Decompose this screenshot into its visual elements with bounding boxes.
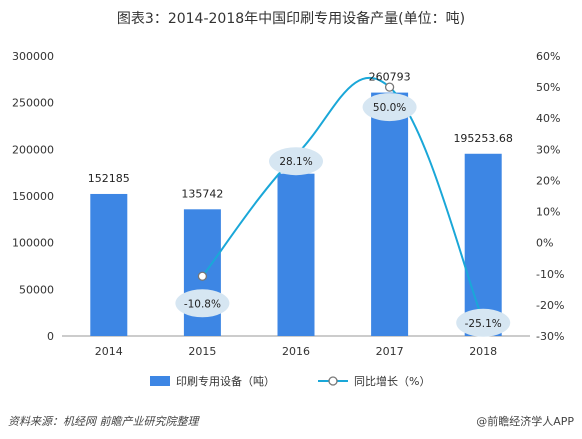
brand-credit: @前瞻经济学人APP xyxy=(476,415,574,428)
y-left-tick-label: 200000 xyxy=(12,143,54,156)
source-note: 资料来源：机经网 前瞻产业研究院整理 xyxy=(8,415,199,428)
y-left-tick-label: 150000 xyxy=(12,190,54,203)
y-right-tick-label: -30% xyxy=(536,330,564,343)
bar-value-label: 152185 xyxy=(88,172,130,185)
growth-value-label: 28.1% xyxy=(279,156,312,168)
growth-bubble xyxy=(175,289,230,318)
x-tick-label: 2017 xyxy=(376,345,404,358)
legend-line-marker xyxy=(328,376,338,386)
bar xyxy=(90,193,128,336)
bar xyxy=(277,173,315,336)
growth-value-label: 50.0% xyxy=(373,102,406,114)
y-left-tick-label: 0 xyxy=(47,330,54,343)
chart-title: 图表3：2014-2018年中国印刷专用设备产量(单位：吨) xyxy=(116,11,466,27)
bars-layer xyxy=(90,92,502,336)
legend-bar-swatch xyxy=(150,376,170,386)
y-right-tick-label: 30% xyxy=(536,143,560,156)
legend-bar-label: 印刷专用设备（吨） xyxy=(176,374,275,388)
labels-layer: 152185135742173892260793195253.68-10.8%2… xyxy=(88,71,513,337)
x-tick-label: 2016 xyxy=(282,345,310,358)
y-left-tick-label: 300000 xyxy=(12,50,54,63)
growth-line xyxy=(201,76,485,322)
growth-bubble xyxy=(269,147,323,176)
legend: 印刷专用设备（吨） 同比增长（%） xyxy=(150,374,430,388)
x-tick-label: 2014 xyxy=(95,345,123,358)
axes-layer: 0 50000 100000 150000 200000 250000 300000 -30%… xyxy=(12,50,564,358)
y-right-tick-label: 10% xyxy=(536,206,560,219)
y-right-tick-label: 60% xyxy=(536,50,560,63)
y-right-tick-label: -20% xyxy=(536,299,564,312)
bar-value-label: 135742 xyxy=(181,187,223,200)
bar-value-label: 260793 xyxy=(369,71,411,84)
legend-line-label: 同比增长（%） xyxy=(354,374,430,388)
bar-value-label: 195253.68 xyxy=(453,132,513,145)
y-right-tick-label: 0% xyxy=(536,237,553,250)
y-left-tick-label: 250000 xyxy=(12,97,54,110)
y-left-tick-label: 50000 xyxy=(19,283,54,296)
growth-marker xyxy=(197,271,208,281)
x-tick-label: 2018 xyxy=(469,345,497,358)
y-right-tick-label: -10% xyxy=(536,268,564,281)
x-tick-label: 2015 xyxy=(188,345,216,358)
line-layer xyxy=(197,76,488,326)
growth-value-label: -25.1% xyxy=(465,318,502,330)
y-right-tick-label: 50% xyxy=(536,81,560,94)
bar xyxy=(371,92,409,336)
growth-value-label: -10.8% xyxy=(184,298,221,310)
growth-marker xyxy=(384,82,395,92)
y-left-tick-label: 100000 xyxy=(12,237,54,250)
bar xyxy=(464,153,502,336)
growth-bubble xyxy=(362,93,417,122)
growth-bubble xyxy=(456,308,511,337)
y-right-tick-label: 20% xyxy=(536,174,560,187)
y-right-tick-label: 40% xyxy=(536,112,560,125)
